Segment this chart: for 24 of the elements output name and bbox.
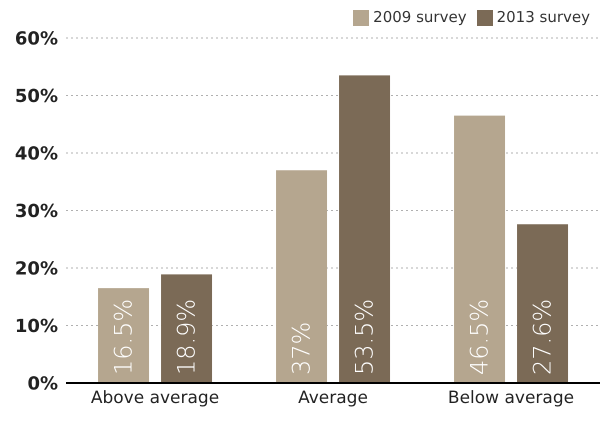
y-tick-label: 20% (14, 258, 58, 280)
data-label: 46.5% (466, 298, 494, 375)
bar (161, 274, 212, 383)
data-label: 16.5% (110, 298, 138, 375)
data-label: 53.5% (350, 298, 379, 375)
bar (339, 75, 390, 383)
y-tick-label: 50% (14, 86, 58, 107)
y-tick-label: 60% (14, 28, 58, 50)
bar (517, 224, 568, 383)
x-tick-label: Average (298, 388, 368, 408)
y-tick-label: 40% (14, 143, 58, 164)
legend-label: 2009 survey (373, 8, 467, 26)
bar (98, 288, 150, 383)
x-tick-label: Above average (90, 388, 220, 408)
bar (454, 116, 506, 383)
data-label: 18.9% (172, 298, 201, 375)
x-tick-label: Below average (448, 388, 574, 408)
y-tick-label: 0% (27, 373, 58, 394)
data-label: 27.6% (528, 298, 557, 375)
y-tick-label: 10% (14, 316, 58, 337)
bar (276, 170, 328, 383)
data-label: 37% (288, 322, 316, 375)
y-tick-label: 30% (14, 200, 58, 222)
legend-label: 2013 survey (496, 8, 590, 26)
